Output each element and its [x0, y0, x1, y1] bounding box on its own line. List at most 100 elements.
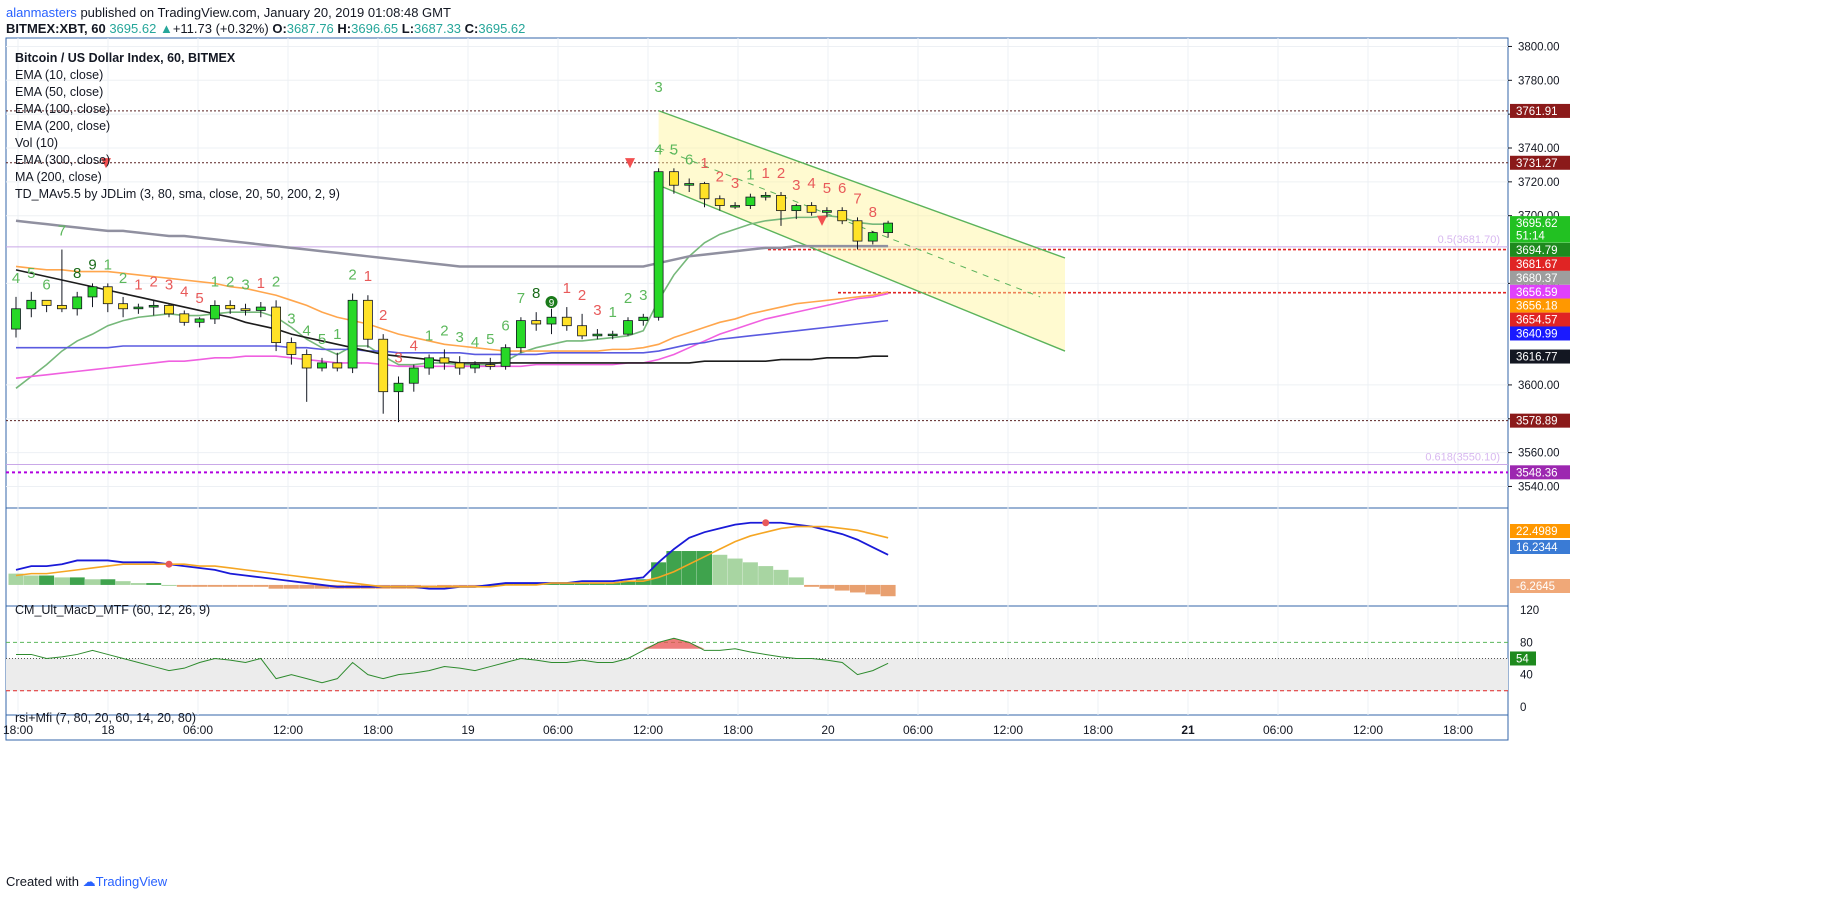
x-tick-label: 06:00	[543, 723, 573, 737]
td-count-label: 8	[73, 265, 81, 282]
td-count-label: 2	[624, 290, 632, 307]
macd-histogram-bar	[834, 584, 850, 591]
macd-histogram-bar	[146, 583, 162, 585]
candle-down	[164, 304, 174, 315]
candle-down	[837, 210, 848, 222]
td-count-label: 2	[119, 270, 127, 287]
high-label: H:	[337, 21, 352, 36]
macd-histogram-bar	[681, 551, 697, 585]
candle-down	[378, 338, 389, 393]
x-tick-label: 12:00	[1353, 723, 1383, 737]
macd-histogram-bar	[574, 583, 590, 585]
price-change: +11.73 (+0.32%)	[172, 21, 269, 36]
price-badge-text: 3731.27	[1516, 158, 1558, 170]
candle-down	[776, 194, 786, 212]
candle-down	[286, 342, 297, 355]
x-tick-label: 06:00	[903, 723, 933, 737]
td-count-label: 7	[58, 223, 66, 240]
macd-signal-line	[15, 525, 889, 588]
candle-up	[546, 316, 557, 325]
x-tick-label: 21	[1181, 723, 1195, 737]
candle-down	[531, 320, 542, 325]
macd-histogram-bar	[436, 584, 452, 587]
macd-histogram-bar	[620, 581, 636, 585]
td-count-label: 3	[241, 277, 249, 294]
td-count-label: 5	[27, 265, 35, 282]
macd-histogram-bar	[467, 584, 483, 587]
macd-histogram-bar	[850, 584, 865, 593]
rsi-band	[6, 658, 1508, 691]
price-badge-text: 3694.79	[1516, 245, 1558, 257]
macd-histogram-bar	[804, 584, 820, 587]
chart-title[interactable]: Bitcoin / US Dollar Index, 60, BITMEX	[15, 51, 236, 65]
high-value: 3696.65	[351, 21, 399, 36]
price-badge	[1510, 228, 1570, 243]
legend-ema300[interactable]: EMA (300, close)	[15, 153, 111, 167]
td-count-label: 2	[578, 287, 586, 304]
legend-vol[interactable]: Vol (10)	[15, 136, 59, 150]
candle-down	[454, 362, 465, 369]
legend-ema50[interactable]: EMA (50, close)	[15, 85, 104, 99]
rsi-tick-label: 120	[1520, 605, 1539, 617]
candle-down	[271, 306, 282, 344]
footer: Created with ☁TradingView	[6, 874, 167, 890]
author-link[interactable]: alanmasters	[6, 5, 77, 20]
td-count-label: 2	[150, 273, 158, 290]
macd-legend[interactable]: CM_Ult_MacD_MTF (60, 12, 26, 9)	[15, 603, 211, 617]
td-count-label: 2	[272, 273, 280, 290]
candle-up	[11, 308, 21, 330]
legend-ema10[interactable]: EMA (10, close)	[15, 68, 104, 82]
td-count-label: 2	[777, 165, 785, 182]
macd-histogram-bar	[23, 575, 39, 585]
macd-histogram-bar	[880, 584, 896, 597]
ma-line	[15, 219, 889, 268]
macd-histogram-bar	[666, 551, 682, 585]
candle-up	[791, 205, 802, 212]
td-count-label: 2	[348, 267, 356, 284]
legend-ema100[interactable]: EMA (100, close)	[15, 102, 111, 116]
macd-histogram-bar	[253, 584, 269, 587]
macd-histogram-bar	[299, 584, 315, 589]
macd-histogram-bar	[8, 573, 24, 585]
macd-histogram-bar	[283, 584, 299, 589]
td-count-label: 4	[471, 334, 479, 351]
legend-td-indicator[interactable]: TD_MAv5.5 by JDLim (3, 80, sma, close, 2…	[15, 187, 340, 201]
x-tick-label: 18:00	[1083, 723, 1113, 737]
price-badge-text: 51:14	[1516, 231, 1545, 243]
macd-histogram-bar	[39, 575, 55, 585]
ohlc-header: BITMEX:XBT, 60 3695.62 ▲+11.73 (+0.32%) …	[6, 21, 525, 36]
legend-ma200[interactable]: MA (200, close)	[15, 170, 102, 184]
td-count-label: 9	[549, 298, 555, 309]
macd-histogram-bar	[207, 584, 223, 587]
macd-cross-marker	[762, 519, 770, 527]
price-badge	[1510, 298, 1570, 313]
channel-line	[658, 110, 1066, 259]
tradingview-link[interactable]: TradingView	[95, 874, 168, 889]
candle-up	[393, 382, 404, 393]
td-count-label: 7	[517, 290, 525, 307]
candle-up	[760, 194, 771, 198]
candle-down	[439, 357, 450, 364]
td-count-label: 4	[303, 322, 311, 339]
rsi-legend[interactable]: rsi+Mfi (7, 80, 20, 60, 14, 20, 80)	[15, 711, 196, 725]
macd-histogram-bar	[130, 583, 146, 585]
symbol-label: BITMEX:XBT, 60	[6, 21, 106, 36]
price-badge-text: 3680.37	[1516, 273, 1558, 285]
x-tick-label: 20	[821, 723, 835, 737]
y-tick-label: 3720.00	[1518, 177, 1560, 189]
td-count-label: 4	[654, 141, 662, 158]
candle-up	[194, 318, 205, 323]
candle-up	[133, 306, 144, 310]
td-count-label: 5	[670, 141, 678, 158]
td-count-label: 6	[501, 317, 509, 334]
td-count-label: 7	[853, 190, 861, 207]
td-count-label: 1	[700, 155, 708, 172]
y-tick-label: 3540.00	[1518, 481, 1560, 493]
x-tick-label: 18	[101, 723, 115, 737]
publish-header: alanmasters published on TradingView.com…	[6, 5, 451, 20]
x-tick-label: 18:00	[363, 723, 393, 737]
legend-ema200[interactable]: EMA (200, close)	[15, 119, 111, 133]
candle-down	[57, 304, 67, 310]
ma-line	[15, 292, 889, 379]
candle-down	[332, 362, 343, 369]
